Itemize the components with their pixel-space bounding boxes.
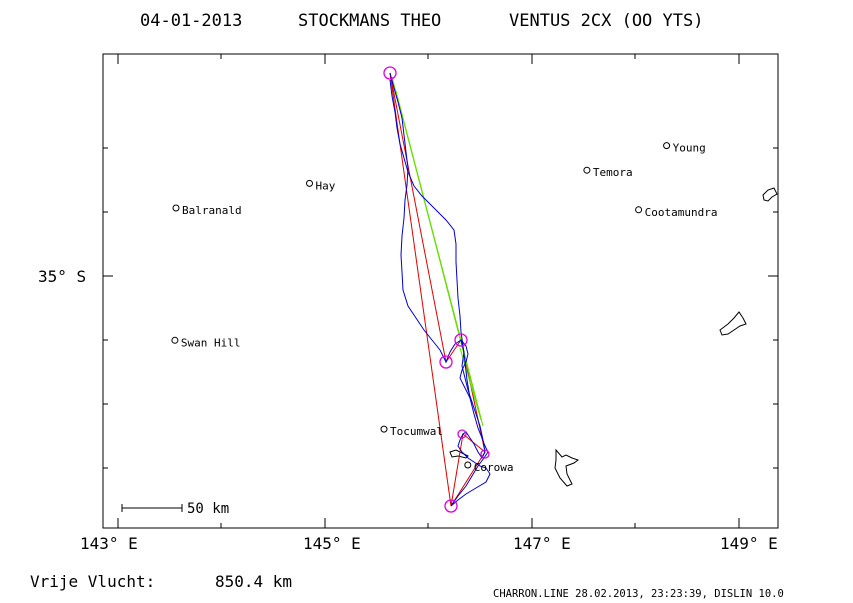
distance-value: 850.4 km xyxy=(215,572,292,591)
town-label: Temora xyxy=(593,166,633,179)
town-marker xyxy=(380,425,388,433)
town-marker xyxy=(464,461,472,469)
map-frame xyxy=(102,53,779,529)
lake-east-1 xyxy=(719,311,747,336)
header-pilot: STOCKMANS THEO xyxy=(298,11,441,31)
x-tick-label-143: 143° E xyxy=(80,534,138,553)
credit-line: CHARRON.LINE 28.02.2013, 23:23:39, DISLI… xyxy=(493,588,784,600)
town-label: Hay xyxy=(316,179,336,192)
distance-label: Vrije Vlucht: xyxy=(30,572,155,591)
town-label: Balranald xyxy=(182,204,242,217)
town-label: Young xyxy=(673,142,706,155)
turnpoint-mid xyxy=(454,333,468,347)
town-label: Swan Hill xyxy=(181,336,241,349)
scale-bar-label: 50 km xyxy=(187,501,229,517)
x-tick-label-145: 145° E xyxy=(303,534,361,553)
turnpoint-south xyxy=(444,499,458,513)
town-marker xyxy=(171,336,179,344)
town-marker xyxy=(583,166,591,174)
turnpoints xyxy=(383,66,490,513)
town-marker xyxy=(306,179,313,187)
y-tick-label-35s: 35° S xyxy=(38,267,86,286)
x-tick-label-147: 147° E xyxy=(513,534,571,553)
lake-east-2 xyxy=(762,187,778,202)
town-label: Corowa xyxy=(474,461,514,474)
lake-outlines xyxy=(449,187,778,487)
turnpoint-tocumwal-east xyxy=(457,429,467,439)
task-lines-green xyxy=(391,76,484,427)
town-marker xyxy=(172,204,180,212)
header-glider: VENTUS 2CX (OO YTS) xyxy=(509,11,703,31)
turnpoint-start xyxy=(383,66,397,80)
axis-ticks xyxy=(103,54,778,528)
scale-bar xyxy=(121,504,183,512)
x-tick-label-149: 149° E xyxy=(720,534,778,553)
flight-track xyxy=(389,72,491,507)
turnpoint-corowa xyxy=(480,449,490,459)
town-label: Cootamundra xyxy=(645,206,718,219)
town-marker xyxy=(635,206,643,214)
header-date: 04-01-2013 xyxy=(140,11,242,31)
town-label: Tocumwal xyxy=(390,425,443,438)
town-marker xyxy=(663,142,671,150)
turnpoint-west xyxy=(439,355,453,369)
town-markers: CondobolinParkesCudalForbesHillstonYoung… xyxy=(171,142,718,474)
lake-hume xyxy=(554,448,580,487)
